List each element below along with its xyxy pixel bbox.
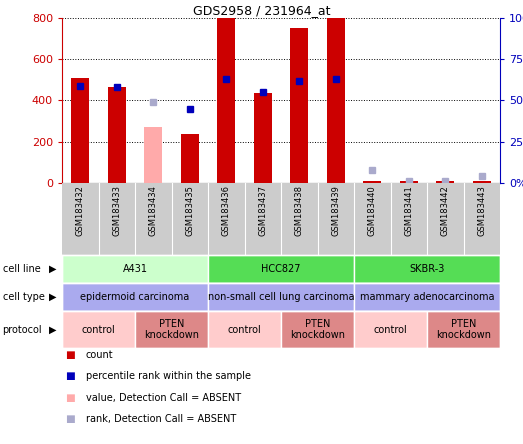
Text: control: control <box>228 325 262 334</box>
Text: GDS2958 / 231964_at: GDS2958 / 231964_at <box>193 4 330 17</box>
Text: percentile rank within the sample: percentile rank within the sample <box>86 371 251 381</box>
Text: GSM183441: GSM183441 <box>404 185 413 236</box>
Bar <box>400 181 418 183</box>
Text: mammary adenocarcinoma: mammary adenocarcinoma <box>360 292 494 302</box>
Text: GSM183432: GSM183432 <box>76 185 85 236</box>
Bar <box>436 181 454 183</box>
Bar <box>363 181 381 183</box>
Text: GSM183437: GSM183437 <box>258 185 267 236</box>
Bar <box>62 283 208 311</box>
Bar <box>354 255 500 283</box>
Text: protocol: protocol <box>3 325 42 334</box>
Text: GSM183440: GSM183440 <box>368 185 377 236</box>
Text: cell line: cell line <box>3 264 40 274</box>
Text: control: control <box>82 325 116 334</box>
Bar <box>217 18 235 183</box>
Bar <box>208 283 354 311</box>
Text: GSM183433: GSM183433 <box>112 185 121 236</box>
Text: ■: ■ <box>65 371 74 381</box>
Text: control: control <box>373 325 407 334</box>
Bar <box>290 28 309 183</box>
Text: non-small cell lung carcinoma: non-small cell lung carcinoma <box>208 292 354 302</box>
Bar <box>208 311 281 348</box>
Text: value, Detection Call = ABSENT: value, Detection Call = ABSENT <box>86 392 241 403</box>
Text: ■: ■ <box>65 350 74 360</box>
Bar <box>180 134 199 183</box>
Text: GSM183438: GSM183438 <box>295 185 304 236</box>
Text: count: count <box>86 350 113 360</box>
Text: GSM183443: GSM183443 <box>477 185 486 236</box>
Bar <box>327 18 345 183</box>
Text: PTEN
knockdown: PTEN knockdown <box>436 319 491 340</box>
Bar <box>135 311 208 348</box>
Text: ■: ■ <box>65 414 74 424</box>
Text: rank, Detection Call = ABSENT: rank, Detection Call = ABSENT <box>86 414 236 424</box>
Bar <box>71 78 89 183</box>
Text: GSM183436: GSM183436 <box>222 185 231 236</box>
Bar <box>108 87 126 183</box>
Text: ▶: ▶ <box>49 264 57 274</box>
Bar <box>354 311 427 348</box>
Text: cell type: cell type <box>3 292 44 302</box>
Text: ▶: ▶ <box>49 325 57 334</box>
Text: SKBR-3: SKBR-3 <box>410 264 445 274</box>
Text: GSM183434: GSM183434 <box>149 185 158 236</box>
Text: GSM183442: GSM183442 <box>441 185 450 236</box>
Text: ■: ■ <box>65 392 74 403</box>
Bar <box>354 283 500 311</box>
Bar <box>427 311 500 348</box>
Text: ▶: ▶ <box>49 292 57 302</box>
Text: GSM183435: GSM183435 <box>185 185 194 236</box>
Bar <box>208 255 354 283</box>
Text: PTEN
knockdown: PTEN knockdown <box>144 319 199 340</box>
Text: PTEN
knockdown: PTEN knockdown <box>290 319 345 340</box>
Bar <box>473 181 491 183</box>
Text: HCC827: HCC827 <box>262 264 301 274</box>
Text: epidermoid carcinoma: epidermoid carcinoma <box>81 292 190 302</box>
Bar <box>62 255 208 283</box>
Bar <box>281 311 354 348</box>
Text: GSM183439: GSM183439 <box>331 185 340 236</box>
Bar <box>62 311 135 348</box>
Text: A431: A431 <box>122 264 147 274</box>
Bar <box>144 127 162 183</box>
Bar <box>254 93 272 183</box>
